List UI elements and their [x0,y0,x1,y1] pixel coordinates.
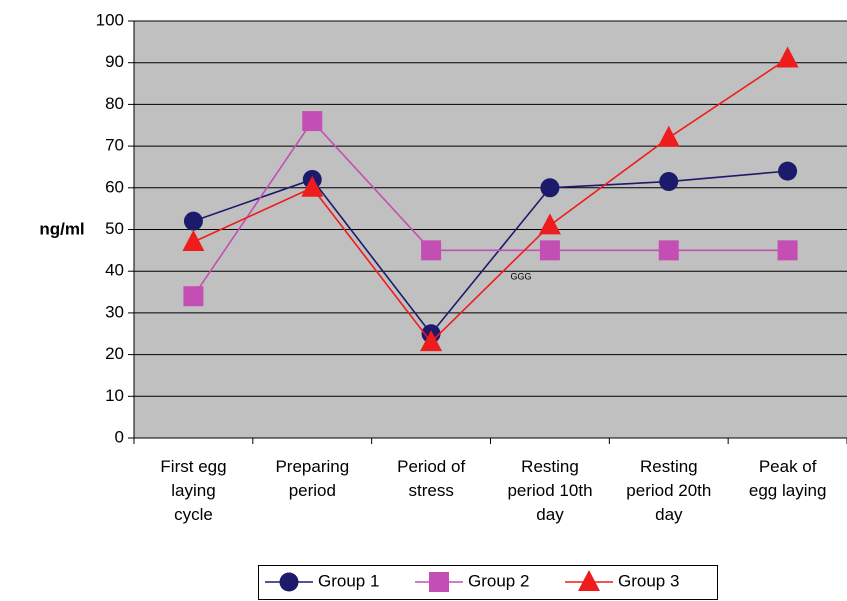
x-tick-label: Resting period 20th day [626,457,712,524]
marker [657,125,680,147]
y-tick-label: 90 [105,52,124,71]
legend-marker [279,572,299,592]
y-tick-label: 40 [105,261,124,280]
y-tick-label: 100 [96,10,124,29]
marker [777,240,798,261]
series-line [192,119,788,297]
marker [658,240,679,261]
marker [182,230,205,252]
x-tick-label: Resting period 10th day [507,457,593,524]
marker [776,46,799,68]
series-line [193,57,789,344]
x-tick-label: First egg laying cycle [160,457,227,524]
marker [539,240,560,261]
marker [778,161,798,181]
y-tick-label: 80 [105,94,124,113]
y-tick-label: 50 [105,219,124,238]
y-tick-label: 60 [105,177,124,196]
x-tick-label: Peak of egg laying [748,457,827,500]
y-tick-label: 20 [105,344,124,363]
x-tick-label: Preparing period [275,457,350,500]
y-axis-label: ng/ml [39,219,84,238]
y-tick-label: 10 [105,386,124,405]
marker [302,111,323,132]
marker [540,178,560,198]
y-tick-label: 0 [115,427,124,446]
legend-box [258,565,718,600]
legend-label: Group 2 [468,571,529,590]
legend-marker [578,570,600,591]
marker [659,172,679,192]
marker [421,240,442,261]
marker [183,211,203,231]
marker [538,213,561,235]
legend-label: Group 3 [618,571,679,590]
x-tick-label: Period of stress [397,457,466,500]
marker [301,175,324,197]
y-tick-label: 30 [105,302,124,321]
legend-label: Group 1 [318,571,379,590]
series-line [193,170,788,336]
annotation: GGG [510,271,531,281]
y-tick-label: 70 [105,136,124,155]
legend-marker [429,572,449,592]
marker [420,330,443,352]
marker [183,286,204,307]
